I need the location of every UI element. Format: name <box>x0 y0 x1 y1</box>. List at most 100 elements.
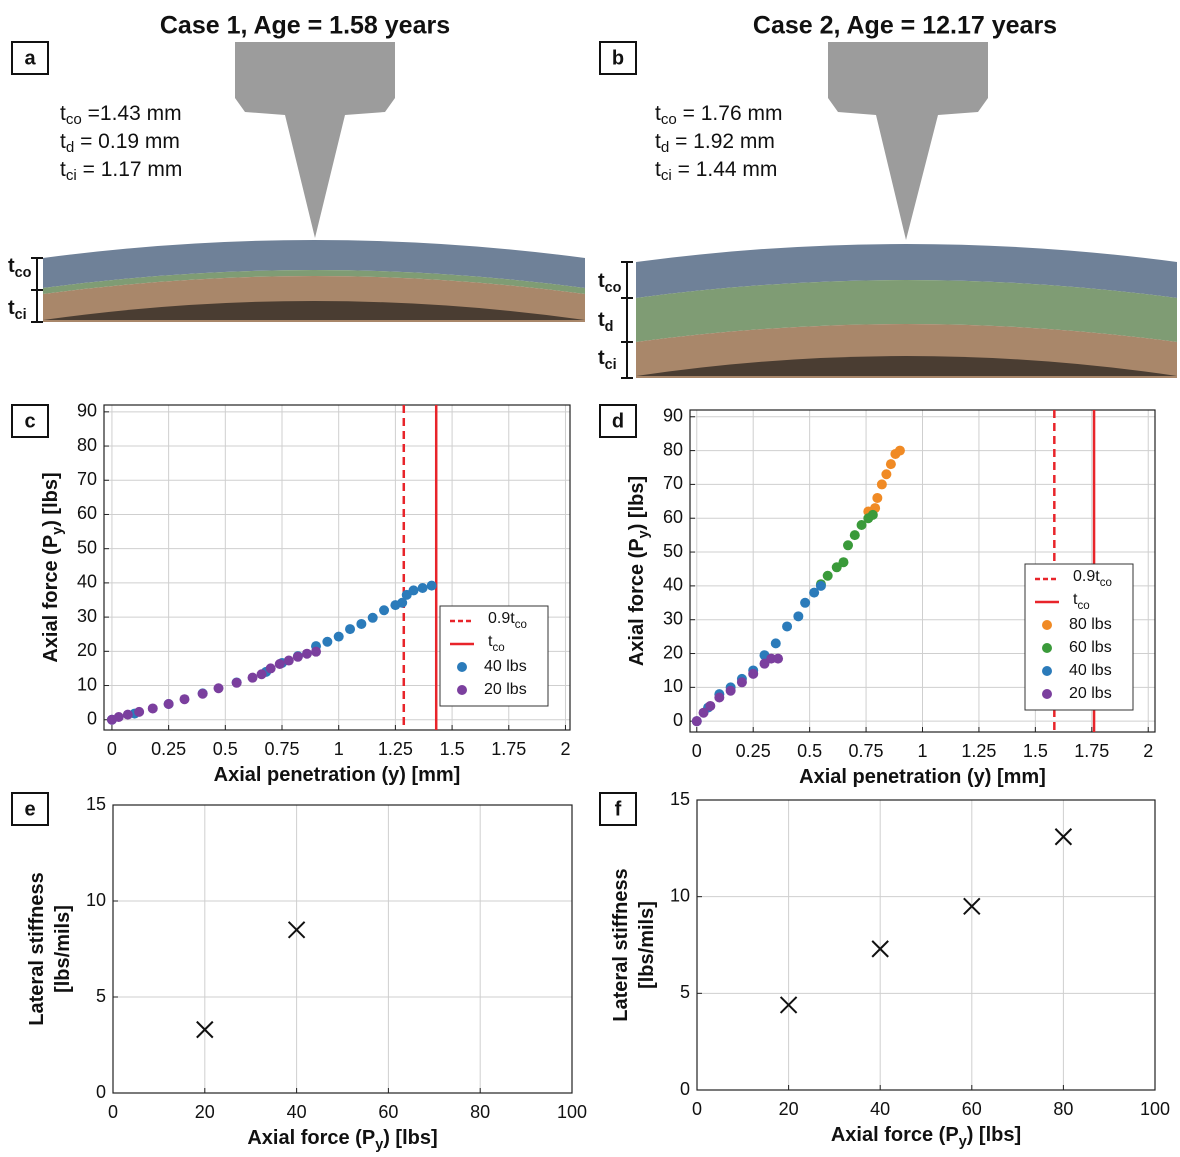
y-tick-label: 40 <box>77 572 97 592</box>
data-point <box>163 699 174 709</box>
layer-label: tco <box>8 255 32 281</box>
x-tick-label: 0.25 <box>151 739 186 759</box>
x-axis-label-part: y <box>375 1137 383 1153</box>
x-tick-label: 40 <box>870 1099 890 1119</box>
legend-swatch <box>1042 689 1052 699</box>
data-point <box>113 712 124 722</box>
legend-box <box>1024 563 1134 711</box>
legend-label-part: 0.9t <box>1073 568 1100 585</box>
data-point <box>179 694 190 705</box>
x-tick-label: 60 <box>962 1099 982 1119</box>
x-tick-label: 0.75 <box>849 741 884 761</box>
y-axis-label-part: ) [lbs] <box>40 472 62 526</box>
layer-diploe <box>636 280 1177 342</box>
thickness-parameter-part: = 1.17 mm <box>77 158 183 181</box>
thickness-parameter-part: t <box>60 158 66 181</box>
panel-label-box <box>599 792 637 826</box>
y-axis-label-part: Lateral stiffness <box>26 872 48 1025</box>
layer-label: tci <box>8 297 27 323</box>
layer-label-part: ci <box>605 357 617 373</box>
legend-label: 20 lbs <box>1069 685 1112 702</box>
y-tick-label: 0 <box>87 708 97 728</box>
panel-label: f <box>615 798 622 820</box>
data-point <box>779 996 798 1014</box>
y-axis-label: [lbs/mils] <box>636 901 658 989</box>
data-point <box>894 445 905 456</box>
data-point <box>311 646 322 657</box>
y-tick-label: 10 <box>663 676 683 696</box>
y-tick-label: 10 <box>670 885 690 905</box>
y-tick-label: 5 <box>96 986 106 1006</box>
data-point <box>963 897 981 916</box>
x-tick-label: 80 <box>1053 1099 1073 1119</box>
thickness-parameter-part: d <box>661 139 669 156</box>
legend-swatch <box>1042 643 1052 653</box>
x-tick-label: 2 <box>560 739 570 759</box>
x-axis-label-part: Axial penetration (y) [mm] <box>214 764 461 786</box>
data-point <box>698 707 709 718</box>
x-tick-label: 2 <box>1143 741 1153 761</box>
x-axis-label-part: ) [lbs] <box>967 1124 1021 1146</box>
panel-label-box <box>599 41 637 75</box>
x-axis-label: Axial force (Py) [lbs] <box>247 1127 437 1153</box>
legend-label: 20 lbs <box>484 681 527 698</box>
x-tick-label: 20 <box>779 1099 799 1119</box>
data-point <box>247 672 258 683</box>
thickness-parameter: tci = 1.44 mm <box>655 158 777 184</box>
data-point <box>736 677 747 688</box>
y-tick-label: 10 <box>86 890 106 910</box>
legend-label: 0.9tco <box>488 610 527 631</box>
y-axis-label: Lateral stiffness <box>26 872 48 1025</box>
thickness-parameter: tco =1.43 mm <box>60 102 182 128</box>
panel-label: b <box>612 47 624 69</box>
x-tick-label: 1.5 <box>1023 741 1048 761</box>
y-tick-label: 20 <box>663 642 683 662</box>
data-point <box>122 709 133 720</box>
data-point <box>196 1020 214 1039</box>
x-tick-label: 1.75 <box>491 739 526 759</box>
thickness-parameter-part: =1.43 mm <box>82 102 182 125</box>
data-point <box>397 597 408 608</box>
y-axis-label-part: ) [lbs] <box>626 476 648 530</box>
data-point <box>748 668 759 679</box>
x-tick-label: 60 <box>378 1102 398 1122</box>
data-point <box>265 663 276 674</box>
data-point <box>714 692 725 703</box>
thickness-parameter-part: t <box>655 102 661 125</box>
x-tick-label: 80 <box>470 1102 490 1122</box>
data-point <box>838 557 849 568</box>
x-tick-label: 20 <box>195 1102 215 1122</box>
x-tick-label: 100 <box>557 1102 587 1122</box>
x-axis-label: Axial penetration (y) [mm] <box>214 764 461 786</box>
layer-label-part: co <box>605 280 622 296</box>
data-point <box>867 509 878 520</box>
thickness-bracket <box>621 261 633 379</box>
y-tick-label: 40 <box>663 575 683 595</box>
y-axis-label: [lbs/mils] <box>52 905 74 993</box>
legend-label-part: 0.9t <box>488 610 515 627</box>
data-point <box>809 587 820 598</box>
panel-label: c <box>24 410 35 432</box>
legend-label-part: co <box>1100 577 1112 589</box>
layer-outer-cortex <box>636 244 1177 298</box>
diagram-a <box>31 42 585 323</box>
y-tick-label: 15 <box>86 794 106 814</box>
layer-label-part: t <box>8 255 15 277</box>
thickness-parameter-part: t <box>655 158 661 181</box>
plot-frame <box>689 409 1156 733</box>
thickness-parameter-part: = 1.76 mm <box>677 102 783 125</box>
y-axis-label-part: [lbs/mils] <box>636 901 658 989</box>
y-axis-label-part: Axial force (P <box>626 538 648 666</box>
x-axis-label-part: Axial penetration (y) [mm] <box>799 766 1046 788</box>
data-point <box>872 492 883 503</box>
y-tick-label: 70 <box>77 469 97 489</box>
legend-label-part: co <box>492 642 504 654</box>
y-tick-label: 60 <box>77 503 97 523</box>
y-tick-label: 0 <box>680 1079 690 1099</box>
x-axis-label-part: ) [lbs] <box>383 1127 437 1149</box>
data-point <box>849 530 860 541</box>
x-tick-label: 1.5 <box>440 739 465 759</box>
data-point <box>333 631 344 642</box>
indenter <box>235 42 395 238</box>
x-tick-label: 40 <box>287 1102 307 1122</box>
